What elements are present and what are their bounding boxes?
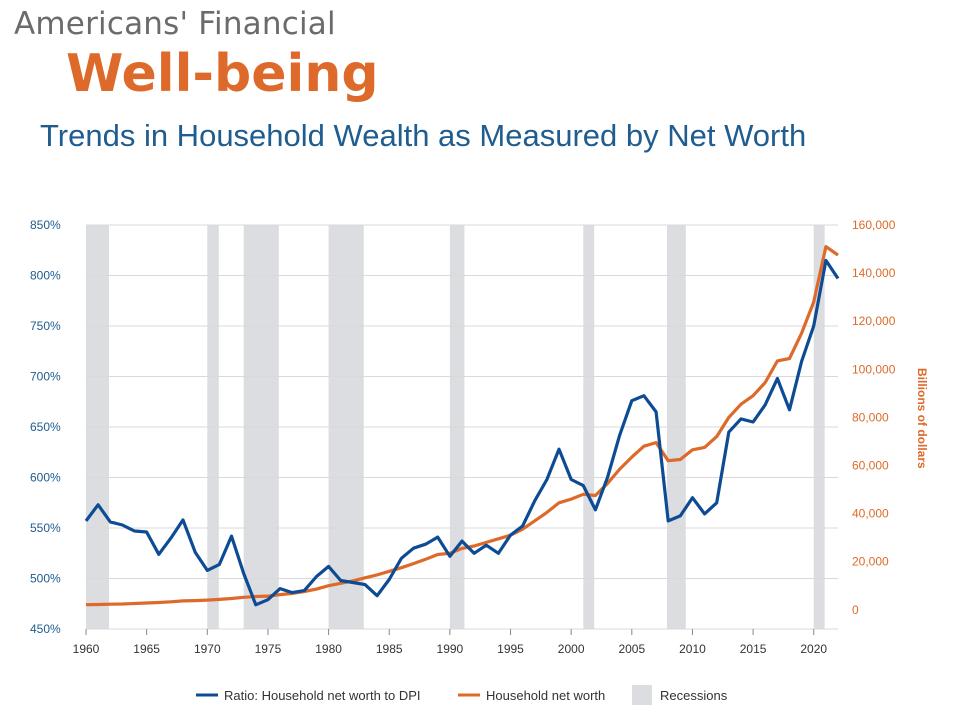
left-tick-label: 450%: [30, 622, 61, 636]
chart-subtitle: Trends in Household Wealth as Measured b…: [40, 118, 807, 153]
right-axis-title: Billions of dollars: [915, 368, 929, 469]
x-tick-label: 1975: [255, 642, 282, 656]
x-tick-label: 2010: [679, 642, 706, 656]
right-tick-label: 40,000: [852, 507, 889, 521]
right-tick-label: 140,000: [852, 266, 896, 280]
left-axis-ticks: 450% 500% 550% 600% 650% 700% 750% 800% 850%: [30, 218, 61, 636]
x-tick-label: 1990: [437, 642, 464, 656]
left-tick-label: 650%: [30, 420, 61, 434]
legend-swatch-recession: [632, 685, 652, 705]
x-tick-label: 2020: [800, 642, 827, 656]
x-tick-label: 1985: [376, 642, 403, 656]
left-tick-label: 750%: [30, 319, 61, 333]
left-tick-label: 700%: [30, 370, 61, 384]
x-tick-label: 1980: [315, 642, 342, 656]
right-tick-label: 80,000: [852, 410, 889, 424]
x-tick-label: 1965: [133, 642, 160, 656]
x-tick-label: 2000: [558, 642, 585, 656]
x-axis-ticks: 1960 1965 1970 1975 1980 1985 1990 1995 2000 2005…: [73, 629, 827, 656]
legend-label-recession: Recessions: [660, 688, 728, 703]
right-axis-ticks: 0 20,000 40,000 60,000 80,000 100,000 120,000 1…: [852, 218, 896, 617]
x-tick-label: 1960: [73, 642, 100, 656]
legend: Ratio: Household net worth to DPI Househo…: [196, 685, 728, 705]
left-tick-label: 800%: [30, 269, 61, 283]
left-tick-label: 850%: [30, 218, 61, 232]
right-tick-label: 100,000: [852, 362, 896, 376]
gridlines: [86, 224, 838, 630]
left-tick-label: 500%: [30, 572, 61, 586]
legend-label-ratio: Ratio: Household net worth to DPI: [224, 688, 421, 703]
x-tick-label: 2015: [740, 642, 767, 656]
series-lines: [84, 245, 840, 607]
right-tick-label: 120,000: [852, 314, 896, 328]
left-tick-label: 550%: [30, 521, 61, 535]
right-tick-label: 20,000: [852, 555, 889, 569]
right-tick-label: 160,000: [852, 218, 896, 232]
x-tick-label: 1970: [194, 642, 221, 656]
left-tick-label: 600%: [30, 471, 61, 485]
right-tick-label: 60,000: [852, 458, 889, 472]
x-tick-label: 1995: [497, 642, 524, 656]
right-tick-label: 0: [852, 603, 859, 617]
chart-title: Well-being: [66, 44, 379, 104]
series-line-networth: [85, 245, 839, 607]
series-line-ratio: [84, 258, 840, 607]
x-tick-label: 2005: [618, 642, 645, 656]
chart-supertitle: Americans' Financial: [14, 6, 336, 42]
legend-label-networth: Household net worth: [486, 688, 605, 703]
